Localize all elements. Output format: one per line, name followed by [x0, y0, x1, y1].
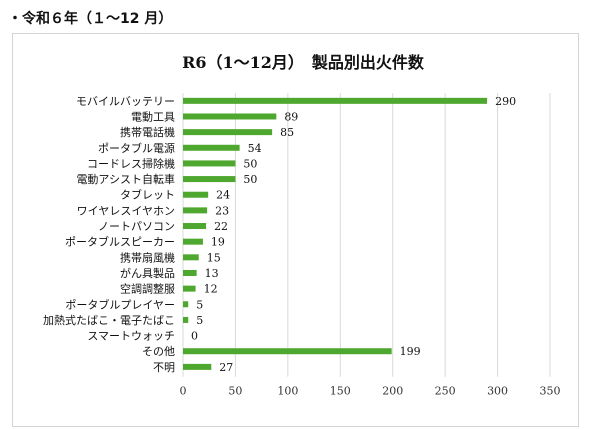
- bar: [183, 238, 203, 245]
- bar: [183, 348, 392, 355]
- category-label: がん具製品: [120, 266, 175, 280]
- category-label: その他: [142, 345, 175, 358]
- category-label: ポータブルスピーカー: [65, 235, 175, 249]
- value-label: 199: [400, 345, 421, 358]
- bar: [183, 129, 273, 136]
- category-label: ワイヤレスイヤホン: [77, 204, 175, 217]
- value-label: 85: [280, 126, 294, 139]
- bar: [183, 223, 207, 230]
- value-label: 5: [196, 298, 203, 311]
- x-tick-label: 50: [228, 385, 242, 398]
- value-label: 54: [248, 142, 262, 155]
- bar: [183, 269, 197, 276]
- category-label: 電動アシスト自転車: [76, 172, 175, 186]
- page-heading: ・令和６年（１〜12 月）: [8, 11, 173, 27]
- bar-chart: R6（1〜12月） 製品別出火件数 モバイルバッテリー電動工具携帯電話機ポータブ…: [43, 53, 561, 398]
- category-label: 不明: [153, 361, 175, 374]
- x-tick-label: 150: [330, 385, 351, 398]
- value-label: 15: [207, 251, 221, 264]
- bar: [183, 301, 189, 308]
- category-label: ポータブルプレイヤー: [65, 297, 175, 311]
- value-label: 19: [211, 236, 225, 249]
- value-label: 0: [191, 330, 198, 343]
- bar: [183, 144, 240, 151]
- value-label: 23: [215, 204, 229, 217]
- bar: [183, 316, 189, 323]
- chart-title: R6（1〜12月） 製品別出火件数: [182, 53, 425, 72]
- value-label: 89: [284, 110, 298, 123]
- category-label: コードレス掃除機: [87, 156, 175, 170]
- bar: [183, 113, 277, 120]
- value-label: 27: [219, 361, 233, 374]
- bar: [183, 207, 208, 214]
- bar: [183, 191, 209, 198]
- bar: [183, 285, 196, 292]
- category-label: 携帯電話機: [120, 125, 175, 139]
- x-tick-label: 250: [435, 385, 456, 398]
- x-tick-label: 0: [180, 385, 187, 398]
- bar: [183, 160, 236, 167]
- value-label: 290: [495, 95, 516, 108]
- value-label: 50: [243, 173, 257, 186]
- category-label: ノートパソコン: [98, 220, 175, 233]
- gridlines: [182, 93, 551, 377]
- category-label: ポータブル電源: [98, 141, 175, 155]
- bar: [183, 363, 212, 370]
- x-tick-label: 300: [487, 385, 508, 398]
- x-tick-label: 100: [277, 385, 298, 398]
- bar: [183, 97, 488, 104]
- chart-frame: R6（1〜12月） 製品別出火件数 モバイルバッテリー 電動工具携帯電話機ポータブ…: [12, 33, 579, 427]
- value-label: 13: [205, 267, 219, 280]
- value-label: 50: [243, 157, 257, 170]
- value-label: 12: [204, 283, 218, 296]
- x-tick-labels: 0 50 100 150 200 250 300 350: [180, 385, 561, 398]
- category-label: 空調調整服: [120, 282, 175, 296]
- category-labels: モバイルバッテリー電動工具携帯電話機ポータブル電源コードレス掃除機電動アシスト自…: [43, 95, 175, 374]
- value-label: 5: [196, 314, 203, 327]
- category-label: 電動工具: [131, 109, 175, 123]
- x-tick-label: 200: [382, 385, 403, 398]
- value-label: 24: [216, 189, 230, 202]
- value-label: 22: [214, 220, 228, 233]
- category-label: タブレット: [120, 188, 175, 202]
- category-label: スマートウォッチ: [87, 330, 175, 343]
- category-label: モバイルバッテリー: [76, 95, 175, 108]
- bar: [183, 176, 236, 183]
- x-tick-label: 350: [540, 385, 561, 398]
- category-label: 加熱式たばこ・電子たばこ: [43, 314, 175, 327]
- bar: [183, 254, 199, 261]
- bars: [183, 97, 488, 370]
- category-label: 携帯扇風機: [120, 250, 175, 264]
